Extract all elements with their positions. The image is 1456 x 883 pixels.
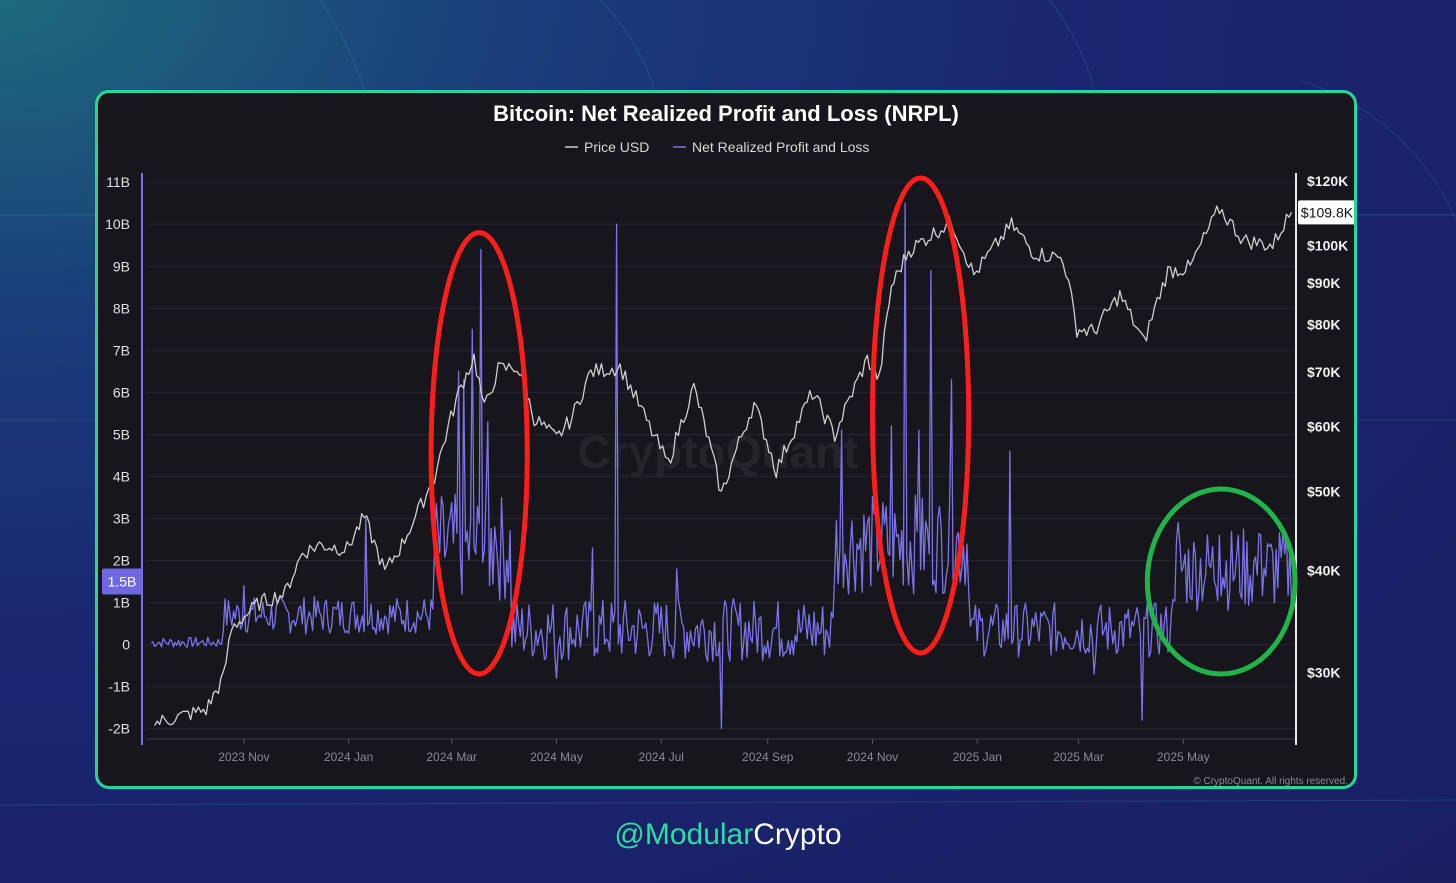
chart-title: Bitcoin: Net Realized Profit and Loss (N… xyxy=(493,101,959,126)
right-tick-label: $70K xyxy=(1307,364,1340,380)
current-price-badge xyxy=(1298,200,1354,225)
x-tick-label: 2024 Jan xyxy=(324,750,373,764)
watermark: CryptoQuant xyxy=(577,426,858,478)
left-tick-label: 6B xyxy=(113,384,130,400)
left-axis: 11B 10B 9B 8B 7B 6B 5B 4B 3B 2B 1B 0 -1B -2B xyxy=(105,173,143,745)
left-tick-label: 5B xyxy=(113,426,130,442)
right-tick-label: $100K xyxy=(1307,238,1348,254)
left-tick-label: 8B xyxy=(113,300,130,316)
right-tick-label: $80K xyxy=(1307,317,1340,333)
current-value-markers: $109.8K 1.5B xyxy=(102,200,1354,595)
left-tick-label: 7B xyxy=(113,342,130,358)
red-ellipse-november xyxy=(869,175,972,656)
series-layer xyxy=(150,202,1293,730)
left-tick-label: -2B xyxy=(108,721,130,737)
left-tick-label: 10B xyxy=(105,216,130,232)
legend: Price USD Net Realized Profit and Loss xyxy=(565,139,869,155)
legend-price-label: Price USD xyxy=(584,139,649,155)
right-tick-label: $60K xyxy=(1307,419,1340,435)
copyright: © CryptoQuant. All rights reserved. xyxy=(1193,776,1348,786)
right-tick-label: $30K xyxy=(1307,664,1340,680)
left-tick-label: 2B xyxy=(113,552,130,568)
nrpl-series-line xyxy=(150,202,1293,730)
x-axis: 2023 Nov 2024 Jan 2024 Mar 2024 May 2024 Jul… xyxy=(146,738,1295,764)
nrpl-chart: Bitcoin: Net Realized Profit and Loss (N… xyxy=(102,101,1354,786)
right-axis: $120K $100K $90K $80K $70K $60K $50K $40K $30K xyxy=(1295,173,1348,745)
current-nrpl-label: 1.5B xyxy=(108,573,137,589)
handle-prefix: @Modular xyxy=(614,818,754,851)
left-tick-label: -1B xyxy=(108,679,130,695)
right-tick-label: $120K xyxy=(1307,173,1348,189)
annotation-layer xyxy=(428,175,1298,677)
left-tick-label: 0 xyxy=(122,637,130,653)
left-tick-label: 11B xyxy=(106,174,130,190)
red-ellipse-march xyxy=(428,230,530,677)
handle-suffix: Crypto xyxy=(753,818,842,851)
x-tick-label: 2024 Sep xyxy=(742,750,794,764)
left-tick-label: 3B xyxy=(113,510,130,526)
left-tick-label: 1B xyxy=(113,595,130,611)
author-handle: @ModularCrypto xyxy=(0,818,1456,852)
x-tick-label: 2025 Mar xyxy=(1053,750,1104,764)
current-price-label: $109.8K xyxy=(1301,204,1354,220)
x-tick-label: 2023 Nov xyxy=(218,750,269,764)
x-tick-label: 2024 Jul xyxy=(639,750,684,764)
current-nrpl-badge xyxy=(102,568,142,595)
legend-nrpl-label: Net Realized Profit and Loss xyxy=(692,139,869,155)
gridlines xyxy=(146,181,1295,730)
right-tick-label: $40K xyxy=(1307,562,1340,578)
x-tick-label: 2024 Mar xyxy=(426,750,477,764)
green-ellipse-may xyxy=(1144,486,1298,677)
left-tick-label: 4B xyxy=(113,468,130,484)
right-tick-label: $90K xyxy=(1307,275,1340,291)
price-series-line xyxy=(154,205,1293,726)
right-tick-label: $50K xyxy=(1307,483,1340,499)
x-tick-label: 2024 May xyxy=(530,750,583,764)
x-tick-label: 2025 Jan xyxy=(953,750,1002,764)
left-tick-label: 9B xyxy=(113,258,130,274)
chart-card: Bitcoin: Net Realized Profit and Loss (N… xyxy=(95,90,1357,789)
x-tick-label: 2025 May xyxy=(1157,750,1210,764)
x-tick-label: 2024 Nov xyxy=(847,750,898,764)
